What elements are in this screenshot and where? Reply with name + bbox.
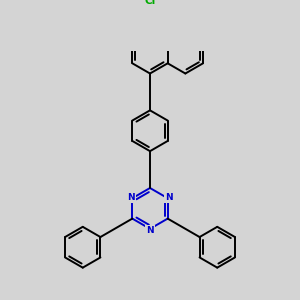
Text: N: N — [165, 193, 173, 202]
Text: N: N — [127, 193, 135, 202]
Text: Cl: Cl — [144, 0, 156, 6]
Text: N: N — [146, 226, 154, 235]
